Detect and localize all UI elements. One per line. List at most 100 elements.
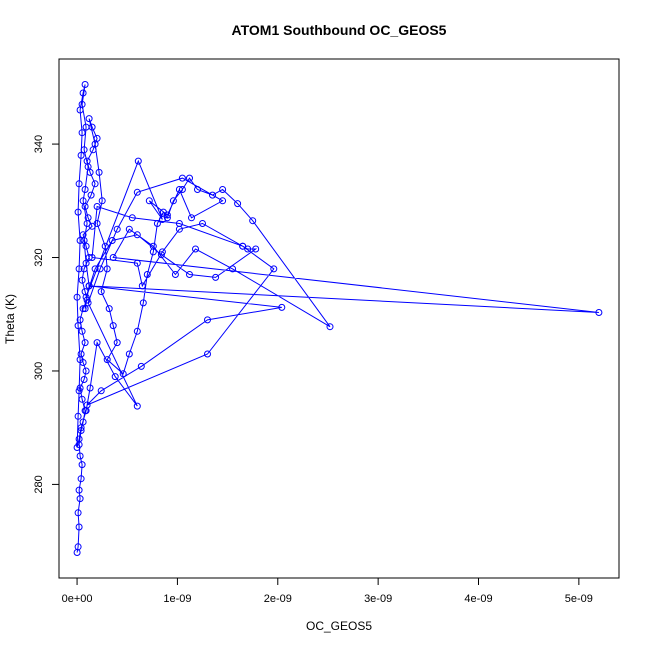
data-point bbox=[278, 303, 286, 311]
y-tick-label: 280 bbox=[33, 475, 45, 493]
data-point bbox=[252, 245, 260, 253]
data-point bbox=[75, 523, 83, 531]
data-point bbox=[109, 254, 117, 261]
y-axis-label: Theta (K) bbox=[3, 294, 17, 344]
data-point bbox=[158, 216, 166, 223]
data-point bbox=[77, 427, 85, 434]
data-point bbox=[76, 495, 84, 503]
data-point bbox=[74, 509, 82, 517]
data-point bbox=[76, 356, 84, 364]
data-point bbox=[105, 305, 113, 313]
data-point bbox=[78, 276, 86, 284]
data-point bbox=[194, 186, 201, 193]
data-point bbox=[178, 186, 186, 193]
x-tick-label: 2e-09 bbox=[264, 593, 292, 605]
data-point bbox=[82, 259, 90, 267]
data-point bbox=[119, 370, 127, 378]
data-point bbox=[133, 402, 141, 410]
data-point bbox=[84, 163, 92, 171]
data-point bbox=[204, 350, 211, 358]
y-tick-label: 300 bbox=[33, 362, 45, 380]
plot-frame bbox=[58, 58, 620, 579]
x-tick-label: 3e-09 bbox=[364, 593, 392, 605]
data-point bbox=[133, 231, 141, 239]
data-point bbox=[76, 237, 84, 244]
data-point bbox=[111, 373, 119, 381]
x-axis: 0e+00 1e-09 2e-09 3e-09 4e-09 5e-09 bbox=[62, 577, 593, 605]
data-point bbox=[85, 282, 93, 290]
data-point bbox=[137, 362, 145, 370]
data-point bbox=[204, 316, 211, 324]
data-point bbox=[80, 146, 88, 154]
data-point bbox=[212, 273, 220, 281]
data-point bbox=[81, 81, 89, 88]
data-point bbox=[74, 412, 82, 420]
chart-title: ATOM1 Southbound OC_GEOS5 bbox=[232, 22, 447, 38]
data-point bbox=[82, 407, 90, 415]
data-point bbox=[157, 251, 165, 259]
data-point bbox=[186, 271, 193, 278]
data-point bbox=[74, 208, 82, 216]
data-point bbox=[85, 115, 93, 123]
data-point bbox=[91, 180, 99, 188]
series-line bbox=[76, 84, 599, 553]
data-point bbox=[79, 305, 87, 313]
x-tick-label: 4e-09 bbox=[464, 593, 492, 605]
data-point bbox=[149, 242, 157, 250]
plot-area bbox=[58, 58, 620, 579]
data-point bbox=[101, 242, 109, 250]
data-point bbox=[134, 157, 142, 165]
data-point bbox=[78, 327, 86, 335]
data-point bbox=[79, 89, 87, 97]
data-point bbox=[139, 299, 147, 307]
x-tick-label: 1e-09 bbox=[163, 593, 191, 605]
data-point bbox=[103, 265, 111, 273]
data-point bbox=[229, 265, 237, 273]
data-point bbox=[133, 188, 141, 196]
data-point bbox=[82, 367, 90, 375]
data-point bbox=[95, 168, 103, 176]
data-point bbox=[93, 220, 101, 227]
data-point bbox=[109, 322, 117, 330]
data-point bbox=[249, 217, 257, 225]
y-tick-label: 340 bbox=[33, 135, 45, 153]
y-tick-label: 320 bbox=[33, 248, 45, 266]
data-point bbox=[192, 245, 199, 253]
data-point bbox=[73, 293, 81, 301]
data-point bbox=[73, 444, 81, 451]
data-point bbox=[77, 424, 85, 432]
data-point bbox=[175, 225, 183, 233]
data-point bbox=[85, 254, 93, 261]
data-point bbox=[153, 220, 161, 227]
data-point bbox=[82, 123, 90, 131]
data-point bbox=[74, 543, 82, 551]
data-point bbox=[133, 259, 141, 267]
data-point bbox=[244, 245, 252, 253]
data-point bbox=[76, 452, 84, 460]
data-point bbox=[113, 339, 121, 347]
data-point bbox=[125, 350, 133, 358]
data-point bbox=[103, 356, 111, 364]
data-point bbox=[84, 299, 92, 307]
data-point bbox=[83, 220, 91, 227]
data-point bbox=[75, 435, 83, 443]
data-point bbox=[78, 129, 86, 137]
data-point bbox=[97, 288, 105, 296]
data-point bbox=[270, 265, 278, 273]
data-point bbox=[75, 486, 83, 494]
data-point bbox=[75, 387, 83, 395]
data-point bbox=[96, 265, 104, 273]
data-point bbox=[87, 191, 95, 199]
data-point bbox=[97, 387, 105, 395]
data-point bbox=[91, 265, 99, 273]
data-point bbox=[79, 197, 87, 205]
data-point bbox=[98, 197, 106, 205]
data-point bbox=[133, 327, 141, 335]
data-point bbox=[77, 151, 85, 159]
data-point bbox=[91, 140, 99, 148]
data-point bbox=[234, 200, 242, 208]
data-point bbox=[175, 186, 183, 193]
data-point bbox=[81, 305, 89, 313]
data-point bbox=[77, 475, 85, 483]
